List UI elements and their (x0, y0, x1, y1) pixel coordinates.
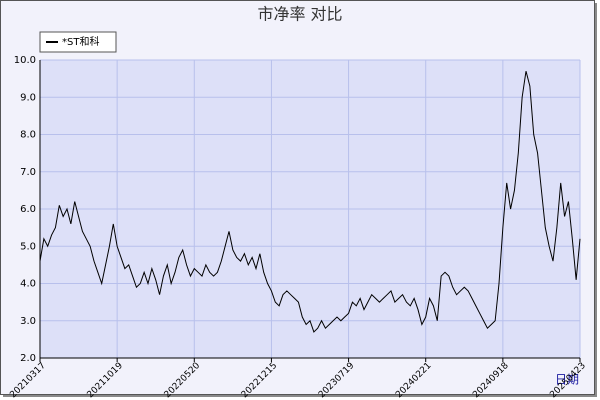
y-tick-label: 9.0 (20, 92, 36, 103)
y-tick-label: 8.0 (20, 130, 36, 141)
x-axis-label: 日期 (555, 373, 579, 387)
legend-box (39, 31, 117, 53)
y-tick-label: 10.0 (14, 55, 36, 66)
y-tick-label: 3.0 (20, 316, 36, 327)
y-tick-label: 2.0 (20, 353, 36, 364)
chart-title: 市净率 对比 (257, 5, 342, 24)
y-tick-label: 6.0 (20, 204, 36, 215)
y-tick-label: 7.0 (20, 167, 36, 178)
legend-label: *ST和科 (62, 35, 99, 48)
y-tick-label: 4.0 (20, 279, 36, 290)
series-line (39, 71, 581, 333)
y-tick-label: 5.0 (20, 241, 36, 252)
